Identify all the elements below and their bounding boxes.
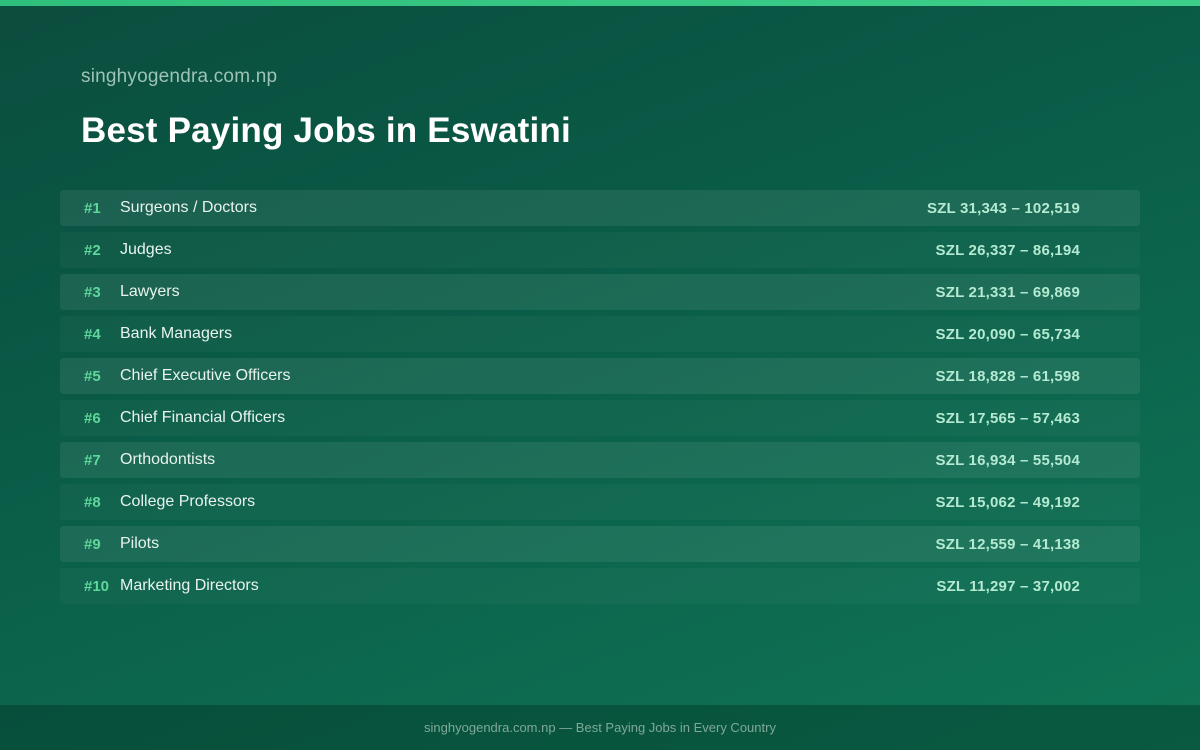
job-row: #9 Pilots SZL 12,559 – 41,138 bbox=[60, 526, 1140, 562]
job-salary: SZL 31,343 – 102,519 bbox=[926, 199, 1080, 217]
job-row: #5 Chief Executive Officers SZL 18,828 –… bbox=[60, 358, 1140, 394]
job-row: #8 College Professors SZL 15,062 – 49,19… bbox=[60, 484, 1140, 520]
job-row: #4 Bank Managers SZL 20,090 – 65,734 bbox=[60, 316, 1140, 352]
job-title: Pilots bbox=[120, 535, 160, 552]
job-salary: SZL 18,828 – 61,598 bbox=[935, 367, 1080, 385]
job-salary: SZL 16,934 – 55,504 bbox=[935, 451, 1080, 469]
job-rank: #2 bbox=[84, 241, 101, 259]
job-row: #1 Surgeons / Doctors SZL 31,343 – 102,5… bbox=[60, 190, 1140, 226]
job-row: #2 Judges SZL 26,337 – 86,194 bbox=[60, 232, 1140, 268]
job-salary: SZL 11,297 – 37,002 bbox=[936, 577, 1080, 595]
job-title: Surgeons / Doctors bbox=[120, 199, 257, 216]
job-title: Chief Executive Officers bbox=[120, 367, 291, 384]
job-title: College Professors bbox=[120, 493, 256, 510]
job-rank: #10 bbox=[84, 577, 110, 595]
job-rank: #7 bbox=[84, 451, 101, 469]
job-rank: #9 bbox=[84, 535, 101, 553]
job-title: Orthodontists bbox=[120, 451, 216, 468]
job-salary: SZL 17,565 – 57,463 bbox=[935, 409, 1080, 427]
footer-text: singhyogendra.com.np — Best Paying Jobs … bbox=[424, 720, 776, 735]
job-title: Marketing Directors bbox=[120, 577, 259, 594]
job-row: #6 Chief Financial Officers SZL 17,565 –… bbox=[60, 400, 1140, 436]
job-rank: #1 bbox=[84, 199, 101, 217]
page-title: Best Paying Jobs in Eswatini bbox=[81, 111, 571, 150]
job-rank: #4 bbox=[84, 325, 101, 343]
job-rank: #8 bbox=[84, 493, 101, 511]
job-row: #3 Lawyers SZL 21,331 – 69,869 bbox=[60, 274, 1140, 310]
job-rank: #5 bbox=[84, 367, 101, 385]
job-title: Chief Financial Officers bbox=[120, 409, 286, 426]
job-rank: #6 bbox=[84, 409, 101, 427]
job-salary: SZL 20,090 – 65,734 bbox=[935, 325, 1080, 343]
job-title: Bank Managers bbox=[120, 325, 233, 342]
job-rank: #3 bbox=[84, 283, 101, 301]
job-row: #7 Orthodontists SZL 16,934 – 55,504 bbox=[60, 442, 1140, 478]
footer: singhyogendra.com.np — Best Paying Jobs … bbox=[0, 705, 1200, 750]
job-salary: SZL 21,331 – 69,869 bbox=[935, 283, 1080, 301]
top-accent-bar bbox=[0, 0, 1200, 6]
job-title: Lawyers bbox=[120, 283, 180, 300]
job-row: #10 Marketing Directors SZL 11,297 – 37,… bbox=[60, 568, 1140, 604]
job-salary: SZL 12,559 – 41,138 bbox=[935, 535, 1080, 553]
job-salary: SZL 15,062 – 49,192 bbox=[935, 493, 1080, 511]
job-salary: SZL 26,337 – 86,194 bbox=[935, 241, 1080, 259]
site-name: singhyogendra.com.np bbox=[81, 66, 278, 87]
job-title: Judges bbox=[120, 241, 172, 258]
job-list: #1 Surgeons / Doctors SZL 31,343 – 102,5… bbox=[60, 190, 1140, 610]
